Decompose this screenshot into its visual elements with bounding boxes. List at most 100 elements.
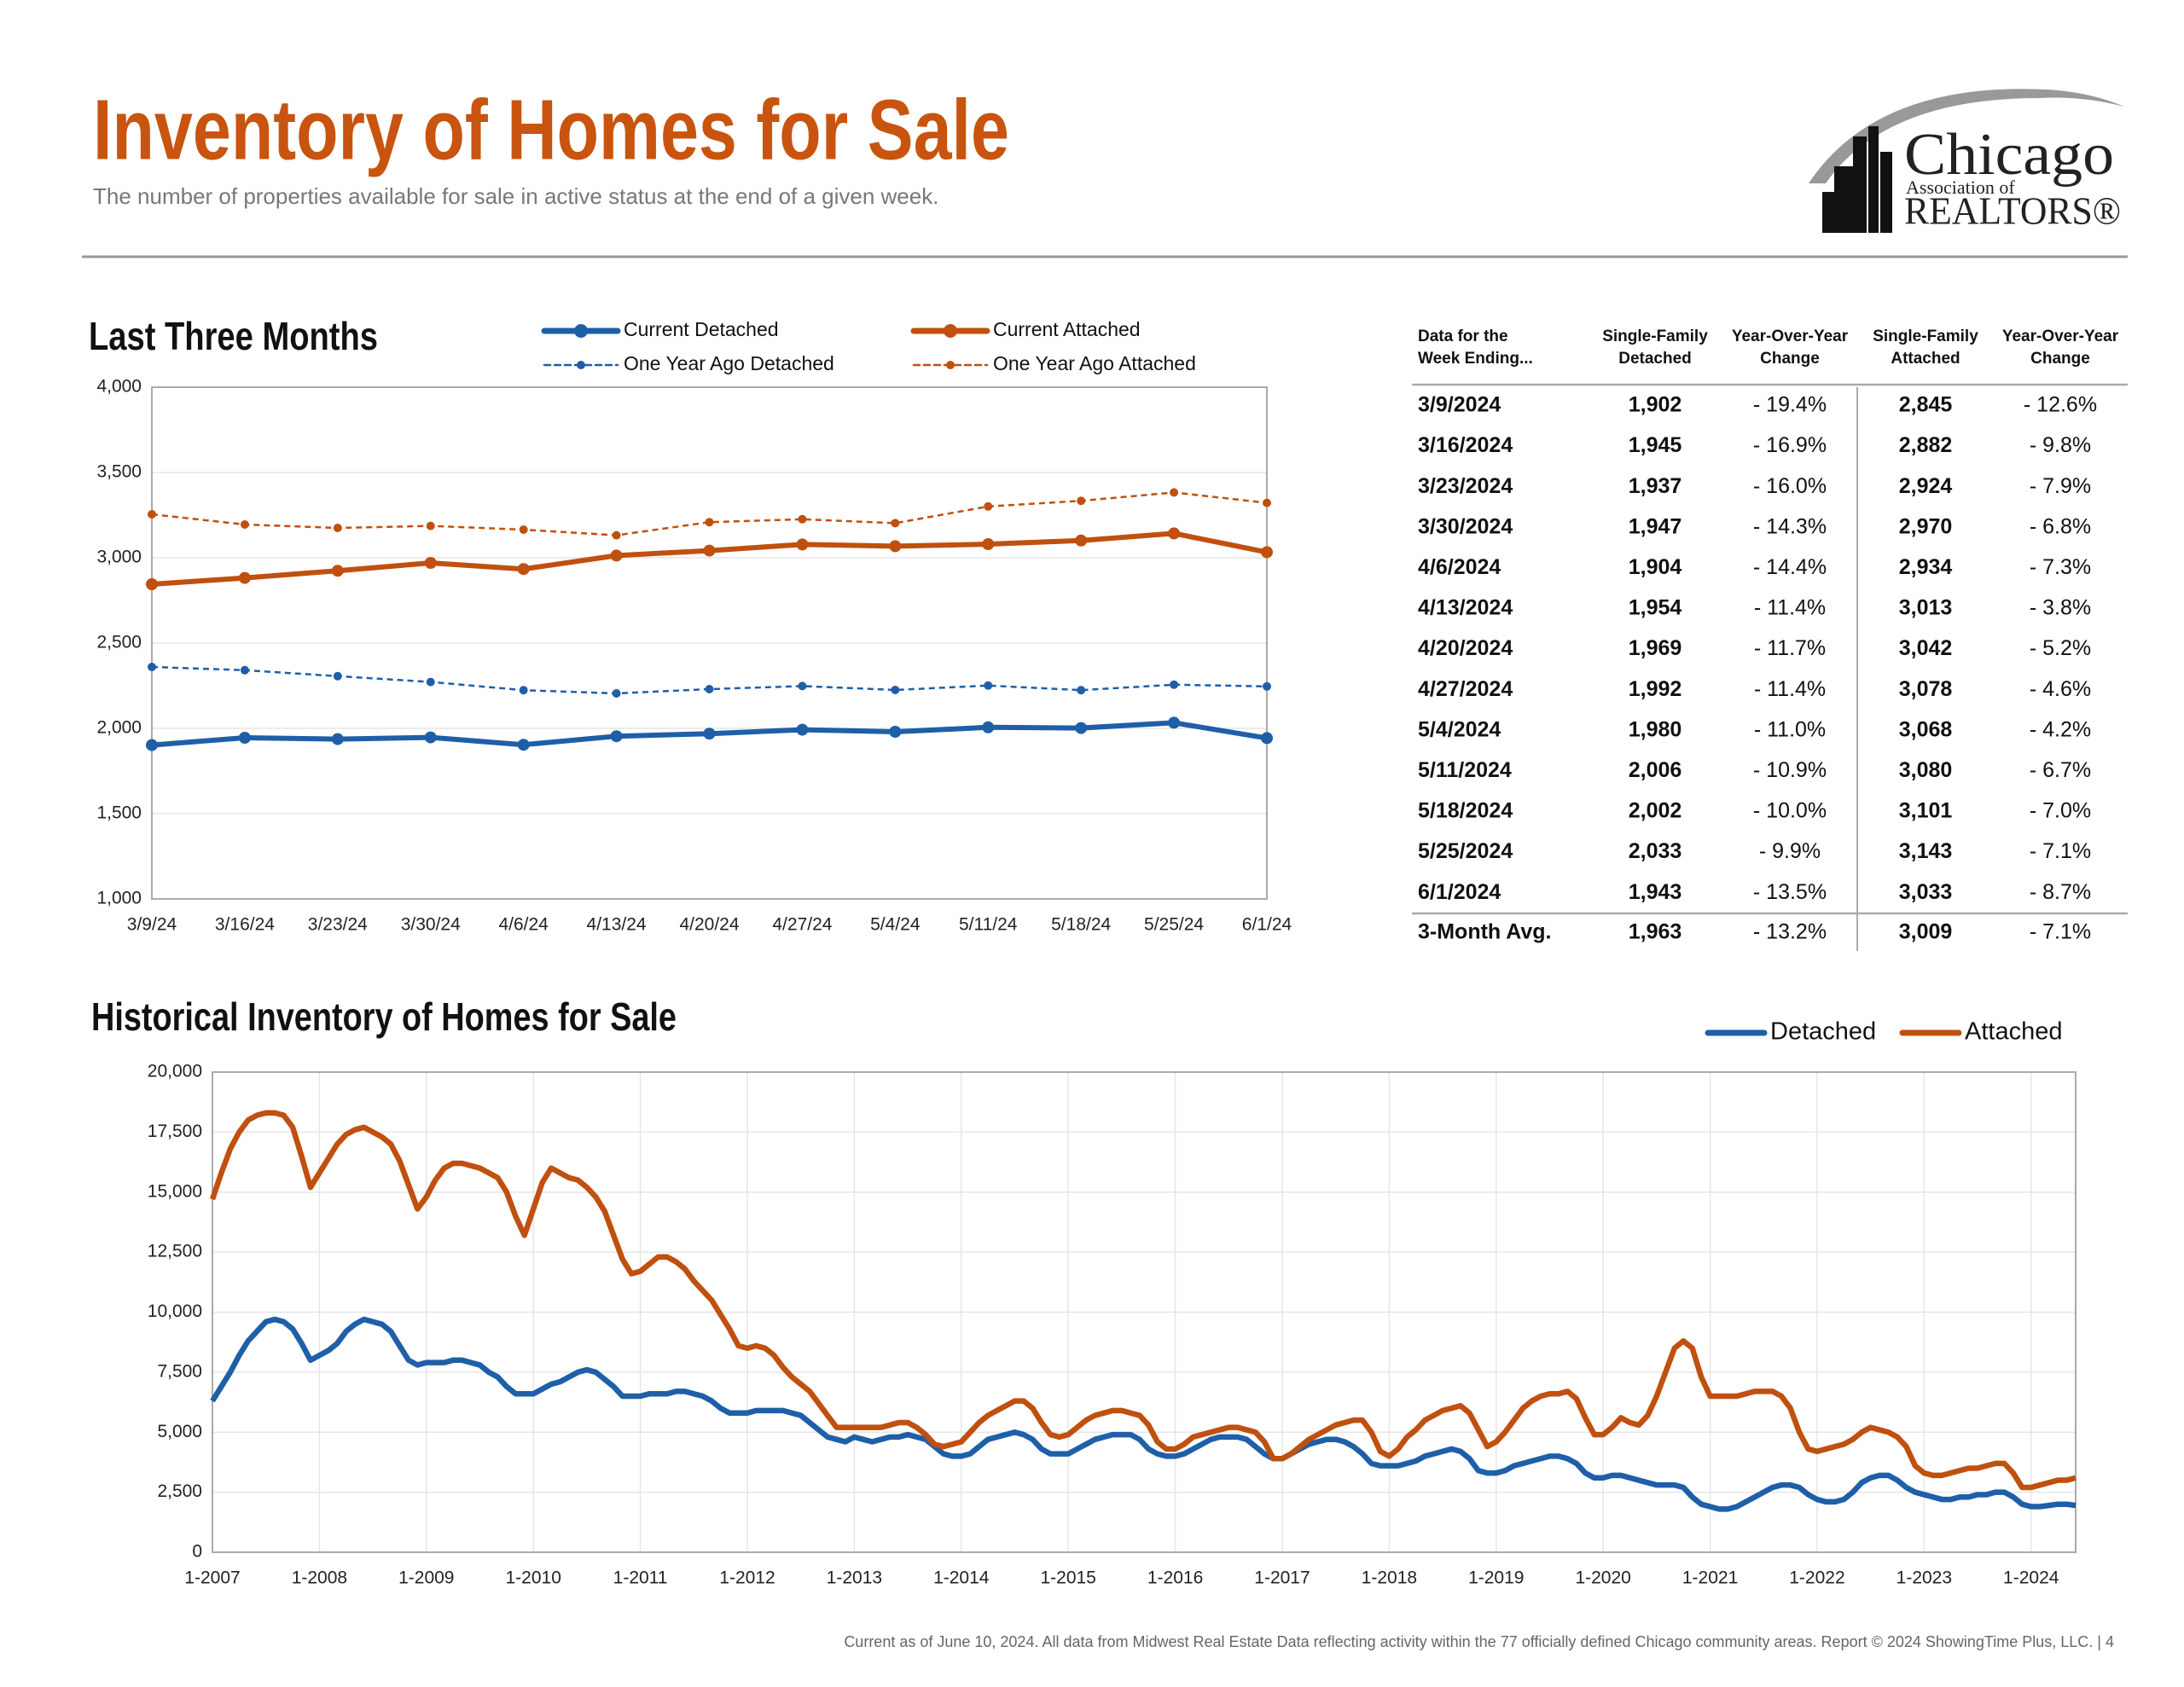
point [889,726,902,738]
x-tick-label: 1-2019 [1468,1568,1524,1588]
point [1261,732,1273,745]
table-cell: - 7.9% [2030,474,2091,498]
table-cell: 2,924 [1899,474,1953,498]
point [891,686,900,694]
plot-frame [151,386,1268,900]
table-cell: 2,002 [1629,799,1682,823]
x-tick-label: 4/20/24 [679,915,739,935]
point [798,681,807,691]
point [1075,722,1088,734]
table-cell: - 7.3% [2030,555,2091,579]
point [240,520,249,529]
table-cell: 3/16/2024 [1418,433,1513,457]
point [240,665,249,675]
table-cell: - 7.0% [2030,799,2091,823]
table-cell: 2,934 [1899,555,1953,579]
x-tick-label: 1-2011 [613,1568,668,1588]
point [610,549,623,562]
table-cell: 1,980 [1629,717,1682,741]
point [333,524,342,532]
point [796,538,809,551]
point [333,671,342,681]
x-tick-label: 1-2017 [1254,1568,1310,1588]
table-cell: - 11.0% [1754,717,1826,741]
y-tick-label: 3,500 [96,462,142,482]
x-tick-label: 3/16/24 [215,915,275,935]
logo-building [1853,136,1867,233]
x-tick-label: 6/1/24 [1242,915,1292,935]
table-cell: 3/30/2024 [1418,514,1513,538]
point [891,519,900,528]
table-cell: 1,902 [1629,393,1682,417]
table-cell: - 3.8% [2030,596,2091,620]
column-header: Attached [1891,350,1960,368]
x-tick-label: 4/13/24 [587,915,647,935]
logo-line: REALTORS® [1904,189,2121,233]
table-cell: 1,969 [1629,636,1682,660]
point [984,501,993,511]
point [426,521,435,530]
column-header: Week Ending... [1418,350,1533,368]
point [519,525,528,534]
point [1261,546,1273,559]
table-cell: 4/6/2024 [1418,555,1501,579]
point [426,677,435,687]
point [610,730,623,743]
legend-label: Attached [1965,1018,2062,1046]
plot-frame [212,1071,2077,1553]
page-title: Inventory of Homes for Sale [93,82,1009,177]
table-cell: - 7.1% [2030,920,2091,944]
legend-label: Detached [1770,1018,1876,1046]
point [1168,716,1181,729]
point [705,518,714,527]
x-tick-label: 3/23/24 [308,915,368,935]
table-cell: 2,033 [1629,839,1682,863]
y-tick-label: 3,000 [96,548,142,567]
table-cell: 3,068 [1899,717,1953,741]
point [889,540,902,553]
table-cell: 1,992 [1629,677,1682,701]
table-cell: 1,904 [1629,555,1682,579]
column-header: Change [1760,350,1820,368]
legend-marker [946,361,955,369]
x-tick-label: 1-2024 [2003,1568,2059,1588]
table-cell: 6/1/2024 [1418,880,1501,904]
table-cell: 4/27/2024 [1418,677,1513,701]
table-cell: 2,882 [1899,433,1953,457]
x-tick-label: 1-2009 [398,1568,454,1588]
column-header: Single-Family [1602,328,1708,345]
x-tick-label: 5/25/24 [1144,915,1204,935]
y-tick-label: 2,000 [96,718,142,738]
point [1170,680,1179,689]
point [984,681,993,690]
table-cell: - 4.2% [2030,717,2091,741]
series-line [151,491,1268,536]
chart-title: Last Three Months [89,314,378,358]
table-cell: - 4.6% [2030,677,2091,701]
legend-label: One Year Ago Attached [993,352,1196,374]
x-tick-label: 5/18/24 [1051,915,1111,935]
x-tick-label: 1-2016 [1147,1568,1203,1588]
point [519,686,528,695]
table-cell: 3,101 [1899,799,1953,823]
point [148,663,156,671]
table-cell: 3/9/2024 [1418,393,1501,417]
table-cell: 1,963 [1629,920,1682,944]
column-header: Detached [1618,350,1692,368]
point [612,530,621,540]
point [517,739,530,751]
table-cell: - 13.2% [1753,920,1827,944]
table-cell: 5/25/2024 [1418,839,1513,863]
table-cell: - 11.4% [1754,596,1826,620]
legend-marker [574,324,588,338]
point [1075,534,1088,547]
table-cell: 3,013 [1899,596,1953,620]
table-cell: 5/4/2024 [1418,717,1501,741]
point [982,538,995,550]
x-tick-label: 5/11/24 [959,915,1018,935]
table-cell: 3,143 [1899,839,1953,863]
logo-line: Association of [1906,177,2015,198]
x-tick-label: 1-2014 [933,1568,990,1588]
point [612,689,621,698]
